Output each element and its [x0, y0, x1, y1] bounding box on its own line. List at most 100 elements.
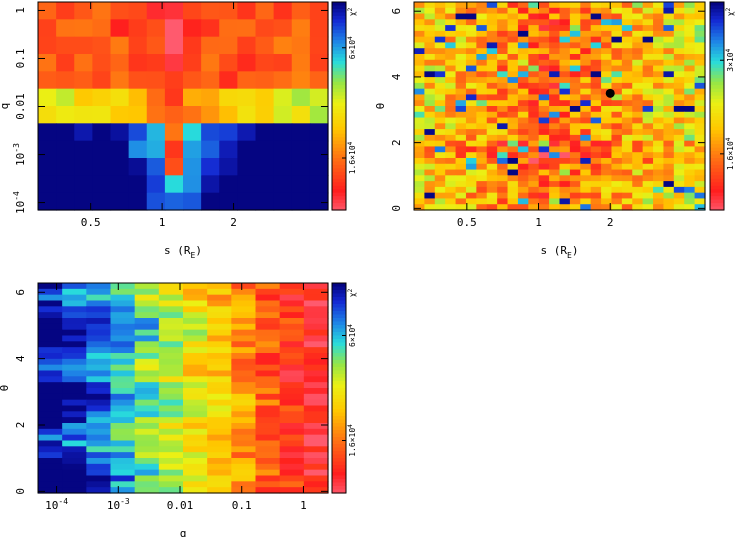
heatmap-cell — [663, 186, 675, 194]
heatmap-cell — [424, 198, 436, 205]
heatmap-cell — [255, 458, 281, 465]
heatmap-cell — [62, 364, 87, 372]
colorbar-segment — [332, 15, 346, 20]
x-tick-label: 2 — [607, 216, 614, 229]
heatmap-cell — [110, 469, 136, 477]
heatmap-cell — [621, 169, 633, 176]
heatmap-cell — [632, 82, 644, 90]
colorbar-segment — [710, 151, 724, 156]
heatmap-cell — [601, 25, 613, 32]
heatmap-cell — [201, 19, 220, 38]
heatmap-cell — [486, 2, 498, 9]
heatmap-cell — [445, 134, 457, 142]
colorbar-segment — [710, 64, 724, 69]
heatmap-cell — [632, 42, 644, 49]
heatmap-cell — [134, 300, 160, 307]
heatmap-cell — [303, 481, 329, 488]
heatmap-cell — [465, 146, 477, 153]
heatmap-cell — [621, 7, 633, 15]
heatmap-cell — [642, 36, 654, 44]
heatmap-cell — [279, 347, 305, 354]
heatmap-cell — [507, 123, 519, 130]
heatmap-cell — [632, 198, 644, 205]
heatmap-cell — [611, 140, 623, 148]
heatmap-cell — [255, 158, 275, 176]
heatmap-cell — [642, 100, 654, 107]
colorbar-segment — [710, 185, 724, 190]
heatmap-cell — [517, 140, 529, 148]
heatmap-cell — [86, 446, 112, 453]
heatmap-cell — [38, 399, 63, 407]
heatmap-cell — [486, 175, 498, 182]
heatmap-cell — [134, 452, 160, 459]
colorbar-segment — [710, 147, 724, 152]
heatmap-cell — [255, 440, 281, 447]
heatmap-cell — [414, 158, 425, 165]
colorbar-segment — [332, 196, 346, 201]
heatmap-cell — [219, 36, 238, 55]
heatmap-cell — [414, 181, 425, 188]
heatmap-cell — [128, 192, 148, 211]
heatmap-cell — [497, 94, 509, 101]
heatmap-cell — [424, 111, 436, 119]
heatmap-cell — [694, 169, 706, 176]
heatmap-cell — [158, 428, 184, 436]
heatmap-cell — [207, 411, 232, 418]
heatmap-cell — [569, 111, 581, 119]
heatmap-cell — [590, 19, 602, 26]
colorbar-segment — [332, 88, 346, 93]
heatmap-cell — [580, 65, 592, 72]
heatmap-cell — [455, 36, 467, 44]
heatmap-cell — [255, 329, 281, 337]
heatmap-cell — [86, 353, 112, 360]
heatmap-cell — [663, 146, 675, 153]
heatmap-cell — [237, 54, 257, 72]
heatmap-cell — [642, 140, 654, 148]
heatmap-cell — [642, 71, 654, 78]
heatmap-cell — [38, 71, 57, 90]
heatmap-cell — [486, 152, 498, 159]
colorbar-segment — [332, 307, 346, 312]
heatmap-cell — [611, 13, 623, 20]
heatmap-cell — [549, 48, 561, 55]
heatmap-cell — [414, 111, 425, 119]
heatmap-cell — [134, 370, 160, 377]
heatmap-cell — [569, 71, 581, 78]
heatmap-cell — [445, 186, 457, 194]
heatmap-cell — [158, 475, 184, 482]
heatmap-cell — [86, 388, 112, 395]
heatmap-cell — [38, 434, 63, 442]
heatmap-cell — [62, 405, 87, 412]
colorbar-segment — [332, 479, 346, 484]
heatmap-cell — [642, 48, 654, 55]
heatmap-cell — [158, 323, 184, 331]
heatmap-cell — [507, 19, 519, 26]
heatmap-cell — [465, 2, 477, 9]
heatmap-cell — [528, 175, 540, 182]
heatmap-cell — [673, 2, 685, 9]
colorbar-segment — [332, 423, 346, 428]
heatmap-cell — [538, 36, 550, 44]
colorbar-segment — [332, 395, 346, 400]
heatmap-cell — [611, 192, 623, 200]
heatmap-cell — [128, 106, 148, 124]
heatmap-cell — [538, 117, 550, 124]
x-tick-label: 1 — [159, 216, 166, 229]
heatmap-cell — [580, 186, 592, 194]
heatmap-cell — [580, 152, 592, 159]
heatmap-cell — [455, 152, 467, 159]
heatmap-cell — [611, 123, 623, 130]
heatmap-cell — [476, 7, 488, 15]
heatmap-cell — [694, 146, 706, 153]
heatmap-cell — [38, 417, 63, 424]
colorbar-segment — [710, 36, 724, 41]
heatmap-cell — [507, 140, 519, 148]
heatmap-cell — [497, 106, 509, 113]
heatmap-cell — [580, 100, 592, 107]
heatmap-cell — [38, 175, 57, 194]
heatmap-cell — [128, 19, 148, 38]
heatmap-cell — [434, 59, 446, 67]
heatmap-cell — [219, 158, 238, 176]
heatmap-cell — [38, 2, 57, 20]
heatmap-cell — [86, 382, 112, 389]
